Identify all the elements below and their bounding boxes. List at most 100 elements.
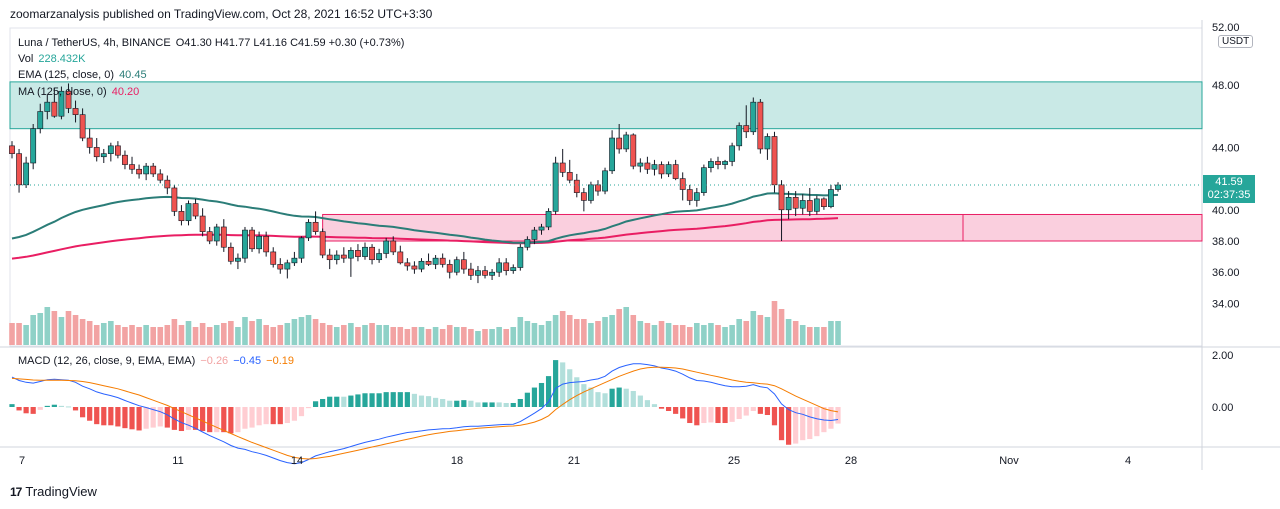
volume-bar: [51, 311, 58, 345]
candle-up: [107, 145, 114, 154]
candle-down: [16, 153, 22, 186]
macd-histogram-bar: [630, 390, 636, 407]
time-tick-label: 4: [1125, 455, 1131, 467]
macd-histogram-bar: [362, 393, 368, 407]
macd-label[interactable]: MACD (12, 26, close, 9, EMA, EMA): [18, 355, 196, 367]
candle-down: [72, 108, 79, 115]
volume-bar: [164, 325, 171, 345]
macd-histogram-bar: [588, 387, 594, 407]
macd-histogram-bar: [510, 402, 516, 407]
volume-bar: [298, 317, 305, 345]
volume-bar: [213, 325, 220, 345]
signal-line: [11, 366, 839, 460]
time-tick-label: 14: [291, 455, 303, 467]
macd-histogram-bar: [164, 407, 170, 428]
candle-down: [192, 203, 199, 217]
currency-badge[interactable]: USDT: [1218, 35, 1254, 48]
candle-up: [291, 257, 298, 264]
macd-histogram-bar: [793, 407, 799, 444]
volume-bar: [369, 323, 375, 345]
candle-up: [376, 253, 383, 261]
macd-histogram-bar: [545, 376, 552, 407]
volume-bar: [785, 319, 792, 345]
demand-zone: [322, 213, 1203, 242]
volume-bar: [552, 315, 559, 345]
candle-down: [277, 264, 284, 270]
candle-down: [312, 221, 319, 232]
ema-label[interactable]: EMA (125, close, 0): [18, 69, 114, 81]
volume-bar: [93, 325, 100, 345]
candle-down: [404, 262, 411, 267]
macd-histogram-bar: [800, 407, 806, 441]
volume-bar: [136, 327, 142, 345]
candle-down: [164, 179, 171, 189]
candle-down: [340, 254, 347, 259]
volume-bar: [157, 327, 164, 345]
candle-down: [573, 179, 580, 193]
volume-bar: [348, 323, 354, 345]
macd-tick-label: 0.00: [1212, 402, 1233, 414]
macd-histogram-bar: [468, 400, 474, 407]
volume-bar: [390, 327, 397, 345]
candle-down: [270, 251, 277, 265]
macd-histogram-bar: [503, 402, 509, 407]
volume-bar: [489, 329, 495, 345]
candle-up: [347, 250, 354, 259]
volume-bar: [708, 323, 714, 345]
volume-bar: [651, 325, 658, 345]
volume-bar: [326, 325, 333, 345]
macd-histogram-bar: [828, 407, 834, 429]
candle-down: [559, 162, 566, 173]
volume-bar: [65, 311, 72, 345]
candle-down: [715, 161, 721, 165]
candle-up: [510, 267, 517, 271]
macd-histogram-bar: [411, 393, 418, 407]
time-tick-label: Nov: [999, 455, 1019, 467]
volume-bar: [764, 317, 771, 345]
volume-label[interactable]: Vol: [18, 53, 34, 65]
volume-bar: [665, 323, 672, 345]
volume-bar: [150, 327, 156, 345]
time-tick-label: 7: [19, 455, 25, 467]
macd-histogram-bar: [376, 393, 382, 407]
volume-bar: [475, 331, 481, 345]
volume-bar: [411, 327, 418, 345]
volume-bar: [192, 327, 199, 345]
macd-histogram-bar: [136, 407, 142, 431]
macd-histogram-bar: [58, 405, 65, 407]
macd-histogram-bar: [574, 377, 580, 407]
volume-bar: [686, 327, 693, 345]
volume-bar: [86, 321, 93, 345]
volume-bar: [806, 327, 813, 345]
macd-tick-label: 2.00: [1212, 350, 1233, 362]
candle-up: [828, 189, 834, 207]
volume-bar: [778, 309, 785, 345]
volume-bar: [750, 311, 757, 345]
volume-bar: [9, 323, 15, 345]
candle-up: [242, 229, 248, 259]
candle-down: [806, 200, 813, 212]
macd-histogram-bar: [743, 407, 749, 416]
tradingview-footer[interactable]: 17 TradingView: [10, 484, 97, 499]
macd-histogram-bar: [390, 392, 396, 407]
ma-label[interactable]: MA (125, close, 0): [18, 86, 107, 98]
volume-bar: [715, 325, 721, 345]
candle-down: [425, 260, 432, 265]
volume-bar: [228, 321, 234, 345]
macd-histogram-bar: [249, 407, 255, 428]
macd-histogram-bar: [658, 407, 665, 409]
volume-bar: [602, 317, 608, 345]
candle-up: [30, 128, 37, 164]
volume-bar: [453, 327, 460, 345]
volume-bar: [108, 321, 114, 345]
macd-histogram-bar: [94, 407, 100, 425]
candle-up: [305, 221, 312, 239]
time-tick-label: 18: [451, 455, 463, 467]
symbol-label[interactable]: Luna / TetherUS, 4h, BINANCE: [18, 37, 171, 49]
candle-down: [390, 240, 397, 253]
macd-histogram-bar: [256, 407, 262, 426]
last-price-value: 41.59: [1215, 176, 1243, 188]
candle-up: [185, 203, 192, 222]
price-tick-label: 34.00: [1212, 298, 1240, 310]
